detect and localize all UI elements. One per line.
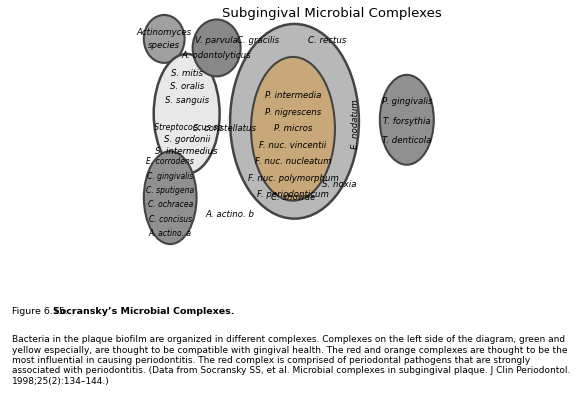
Text: S. intermedius: S. intermedius	[155, 147, 218, 156]
Text: T. denticola: T. denticola	[382, 136, 432, 145]
Text: V. parvula: V. parvula	[195, 36, 238, 45]
Text: Figure 6.15.: Figure 6.15.	[12, 307, 71, 316]
Ellipse shape	[230, 24, 359, 219]
Ellipse shape	[193, 20, 241, 77]
Ellipse shape	[144, 151, 197, 244]
Text: A. actino. b: A. actino. b	[205, 210, 255, 219]
Text: Socransky’s Microbial Complexes.: Socransky’s Microbial Complexes.	[53, 307, 234, 316]
Text: C. gracilis: C. gracilis	[237, 36, 280, 45]
Text: S. gordonii: S. gordonii	[164, 135, 210, 144]
Text: F. nuc. vincentii: F. nuc. vincentii	[259, 141, 327, 150]
Text: A. actino. a: A. actino. a	[148, 229, 192, 238]
Text: P. nigrescens: P. nigrescens	[265, 108, 321, 117]
Ellipse shape	[380, 75, 434, 165]
Text: S. mitis: S. mitis	[171, 69, 202, 78]
Text: C. showae: C. showae	[271, 193, 315, 202]
Text: E. nodatum: E. nodatum	[351, 99, 360, 149]
Text: P. gingivalis: P. gingivalis	[382, 97, 432, 106]
Text: C. gingivalis: C. gingivalis	[147, 172, 193, 181]
Text: C. concisus: C. concisus	[148, 215, 192, 224]
Text: C. rectus: C. rectus	[308, 36, 347, 45]
Text: A. odontolyticus: A. odontolyticus	[182, 51, 252, 60]
Text: S. noxia: S. noxia	[322, 180, 357, 189]
Text: S. oralis: S. oralis	[169, 82, 204, 92]
Text: P. micros: P. micros	[274, 124, 312, 133]
Text: F. nuc. nucleatum: F. nuc. nucleatum	[255, 157, 331, 166]
Ellipse shape	[144, 15, 184, 63]
Text: C. ochracea: C. ochracea	[147, 201, 193, 209]
Text: P. intermedia: P. intermedia	[265, 92, 321, 100]
Text: T. forsythia: T. forsythia	[383, 117, 430, 126]
Text: Subgingival Microbial Complexes: Subgingival Microbial Complexes	[222, 7, 442, 20]
Text: F. periodonticum: F. periodonticum	[257, 190, 329, 199]
Text: S. constellatus: S. constellatus	[193, 124, 256, 133]
Ellipse shape	[251, 57, 335, 201]
Text: C. sputigena: C. sputigena	[146, 186, 194, 195]
Text: Bacteria in the plaque biofilm are organized in different complexes. Complexes o: Bacteria in the plaque biofilm are organ…	[12, 335, 570, 386]
Text: E. corrodens: E. corrodens	[146, 157, 194, 166]
Ellipse shape	[154, 54, 220, 174]
Text: Streptococcus sp.: Streptococcus sp.	[154, 123, 225, 132]
Text: S. sanguis: S. sanguis	[165, 96, 209, 105]
Text: Actinomyces: Actinomyces	[137, 28, 192, 37]
Text: F. nuc. polymorphum: F. nuc. polymorphum	[248, 174, 339, 183]
Text: species: species	[148, 41, 180, 50]
